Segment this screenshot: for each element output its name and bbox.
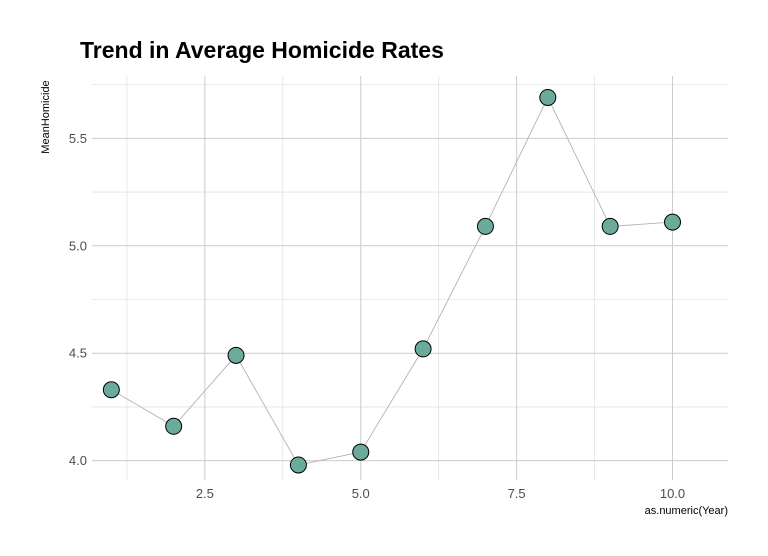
data-point — [165, 417, 183, 435]
series-line — [111, 96, 673, 466]
y-tick-label: 5.0 — [69, 238, 87, 253]
grid-lines — [92, 76, 728, 480]
y-tick-label: 5.5 — [69, 131, 87, 146]
y-axis-label: MeanHomicide — [40, 80, 52, 153]
data-point — [102, 381, 120, 399]
tick-labels: 2.5 5.0 7.5 10.0 4.0 4.5 5.0 5.5 — [69, 131, 685, 501]
y-tick-label: 4.5 — [69, 346, 87, 361]
data-point — [664, 213, 682, 231]
x-tick-label: 2.5 — [196, 486, 214, 501]
data-point — [352, 443, 370, 461]
data-points — [102, 88, 682, 474]
data-point — [227, 346, 245, 364]
data-point — [414, 340, 432, 358]
chart-title: Trend in Average Homicide Rates — [80, 37, 444, 63]
series-polyline — [111, 96, 673, 466]
x-tick-label: 5.0 — [352, 486, 370, 501]
data-point — [289, 456, 307, 474]
data-point — [601, 217, 619, 235]
data-point — [539, 88, 557, 106]
x-tick-label: 7.5 — [508, 486, 526, 501]
data-point — [476, 217, 494, 235]
x-axis-label: as.numeric(Year) — [645, 505, 728, 517]
x-tick-label: 10.0 — [660, 486, 685, 501]
y-tick-label: 4.0 — [69, 453, 87, 468]
